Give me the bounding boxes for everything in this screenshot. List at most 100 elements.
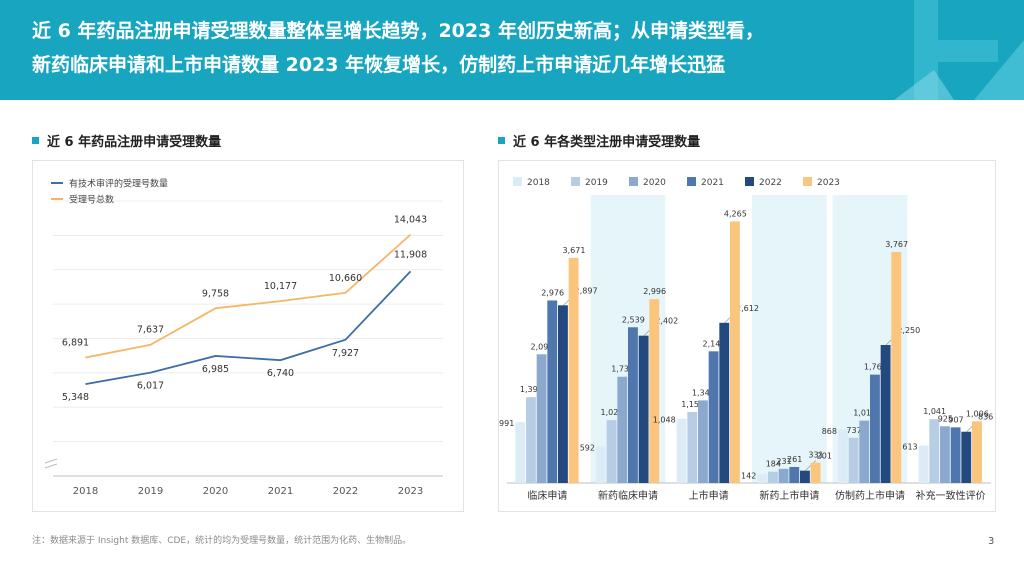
data-label: 1,006 — [966, 409, 989, 418]
x-tick-label: 2020 — [203, 486, 228, 497]
data-label: 1,399 — [520, 385, 543, 394]
line-chart: 2018 2019 2020 2021 2022 2023 5,348 6,017 6,985 6… — [44, 178, 443, 497]
bar — [547, 300, 558, 483]
legend-label: 2018 — [527, 178, 550, 188]
bar — [515, 422, 526, 483]
x-tick-label: 2021 — [268, 486, 293, 497]
data-label: 2,897 — [575, 286, 598, 295]
data-label: 6,985 — [202, 364, 229, 375]
legend-swatch — [513, 177, 522, 186]
bar — [568, 257, 579, 483]
bar — [848, 437, 859, 483]
header-banner: 近 6 年药品注册申请受理数量整体呈增长趋势，2023 年创历史新高；从申请类型… — [0, 0, 1024, 100]
data-label: 836 — [978, 413, 993, 422]
line-chart-panel: 2018 2019 2020 2021 2022 2023 5,348 6,017 6,985 6… — [32, 160, 464, 512]
x-tick-label: 2019 — [138, 486, 163, 497]
bar — [558, 305, 568, 483]
data-label: 6,017 — [137, 381, 164, 392]
series-line — [85, 270, 412, 385]
data-label: 2,612 — [736, 304, 759, 313]
bar — [918, 445, 929, 483]
legend-label: 2019 — [585, 178, 608, 188]
x-tick-label: 新药临床申请 — [598, 489, 658, 502]
axis-break-mark — [44, 458, 58, 464]
data-label: 142 — [741, 471, 756, 480]
data-label: 4,265 — [724, 209, 747, 218]
highlight-band — [752, 195, 827, 483]
data-label: 3,767 — [885, 240, 908, 249]
title-bullet-icon — [498, 137, 505, 144]
data-label: 331 — [808, 451, 823, 460]
bar — [687, 411, 698, 483]
legend-label: 2022 — [759, 178, 782, 188]
bar — [617, 376, 628, 483]
data-label: 1,048 — [653, 416, 676, 425]
series-line — [85, 233, 412, 359]
x-tick-label: 2022 — [333, 486, 358, 497]
data-label: 613 — [902, 442, 917, 451]
data-label: 1,041 — [923, 407, 946, 416]
bar — [950, 427, 961, 483]
bar — [810, 462, 821, 483]
bar — [870, 374, 880, 483]
bar — [880, 345, 891, 483]
bar — [778, 468, 789, 483]
data-label: 201 — [817, 452, 832, 461]
data-label: 2,539 — [622, 315, 645, 324]
data-label: 737 — [846, 426, 861, 435]
bar-chart-panel: 991 1,399 2,099 2,976 2,897 3,671 临床申请 592 1,025… — [498, 160, 996, 512]
bar — [940, 426, 950, 483]
axis-break-mark — [44, 463, 58, 469]
right-chart-title: 近 6 年各类型注册申请受理数量 — [498, 131, 700, 150]
legend-swatch — [571, 177, 580, 186]
right-chart-title-text: 近 6 年各类型注册申请受理数量 — [513, 135, 701, 150]
data-label: 1,767 — [864, 363, 887, 372]
page-title: 近 6 年药品注册申请受理数量整体呈增长趋势，2023 年创历史新高；从申请类型… — [32, 14, 892, 82]
bar — [768, 471, 778, 483]
x-tick-label: 2018 — [73, 486, 98, 497]
bar — [536, 354, 547, 483]
bar — [789, 466, 800, 483]
x-tick-label: 新药上市申请 — [759, 489, 819, 502]
data-label: 3,671 — [563, 246, 586, 255]
bar — [719, 322, 730, 483]
data-label: 907 — [948, 415, 963, 424]
data-label: 7,637 — [137, 325, 164, 336]
data-label: 2,099 — [531, 342, 554, 351]
title-bullet-icon — [32, 137, 39, 144]
data-label: 868 — [822, 427, 837, 436]
page-title-line2: 新药临床申请和上市申请数量 2023 年恢复增长，仿制药上市申请近几年增长迅猛 — [32, 54, 726, 76]
bar — [708, 351, 719, 483]
data-label: 6,740 — [267, 368, 294, 379]
data-label: 231 — [776, 457, 791, 466]
bar — [972, 421, 982, 483]
legend-label: 有技术审评的受理号数量 — [69, 178, 168, 190]
bar — [676, 418, 687, 483]
bar — [596, 446, 606, 483]
data-label: 2,402 — [655, 317, 678, 326]
bar — [526, 397, 536, 483]
x-tick-label: 临床申请 — [527, 489, 567, 502]
data-label: 1,733 — [611, 365, 634, 374]
logo-decoration-icon — [894, 0, 1024, 100]
x-tick-label: 仿制药上市申请 — [835, 489, 905, 502]
data-label: 1,025 — [601, 408, 624, 417]
bar — [800, 470, 810, 483]
legend-swatch — [687, 177, 696, 186]
page-number: 3 — [988, 536, 995, 547]
footnote: 注：数据来源于 Insight 数据库、CDE，统计的均为受理号数量，统计范围为… — [32, 536, 412, 546]
bar — [838, 429, 848, 483]
data-label: 991 — [499, 419, 514, 428]
left-chart-title: 近 6 年药品注册申请受理数量 — [32, 131, 221, 150]
legend-swatch — [745, 177, 754, 186]
data-label: 2,147 — [703, 339, 726, 348]
bar — [638, 335, 649, 483]
legend-label: 2021 — [701, 178, 724, 188]
bar — [698, 400, 708, 483]
data-label: 2,976 — [541, 288, 564, 297]
data-label: 1,158 — [681, 400, 704, 409]
left-chart-title-text: 近 6 年药品注册申请受理数量 — [47, 135, 222, 150]
bar — [757, 474, 768, 483]
data-label: 14,043 — [394, 215, 427, 226]
data-label: 1,017 — [853, 409, 876, 418]
